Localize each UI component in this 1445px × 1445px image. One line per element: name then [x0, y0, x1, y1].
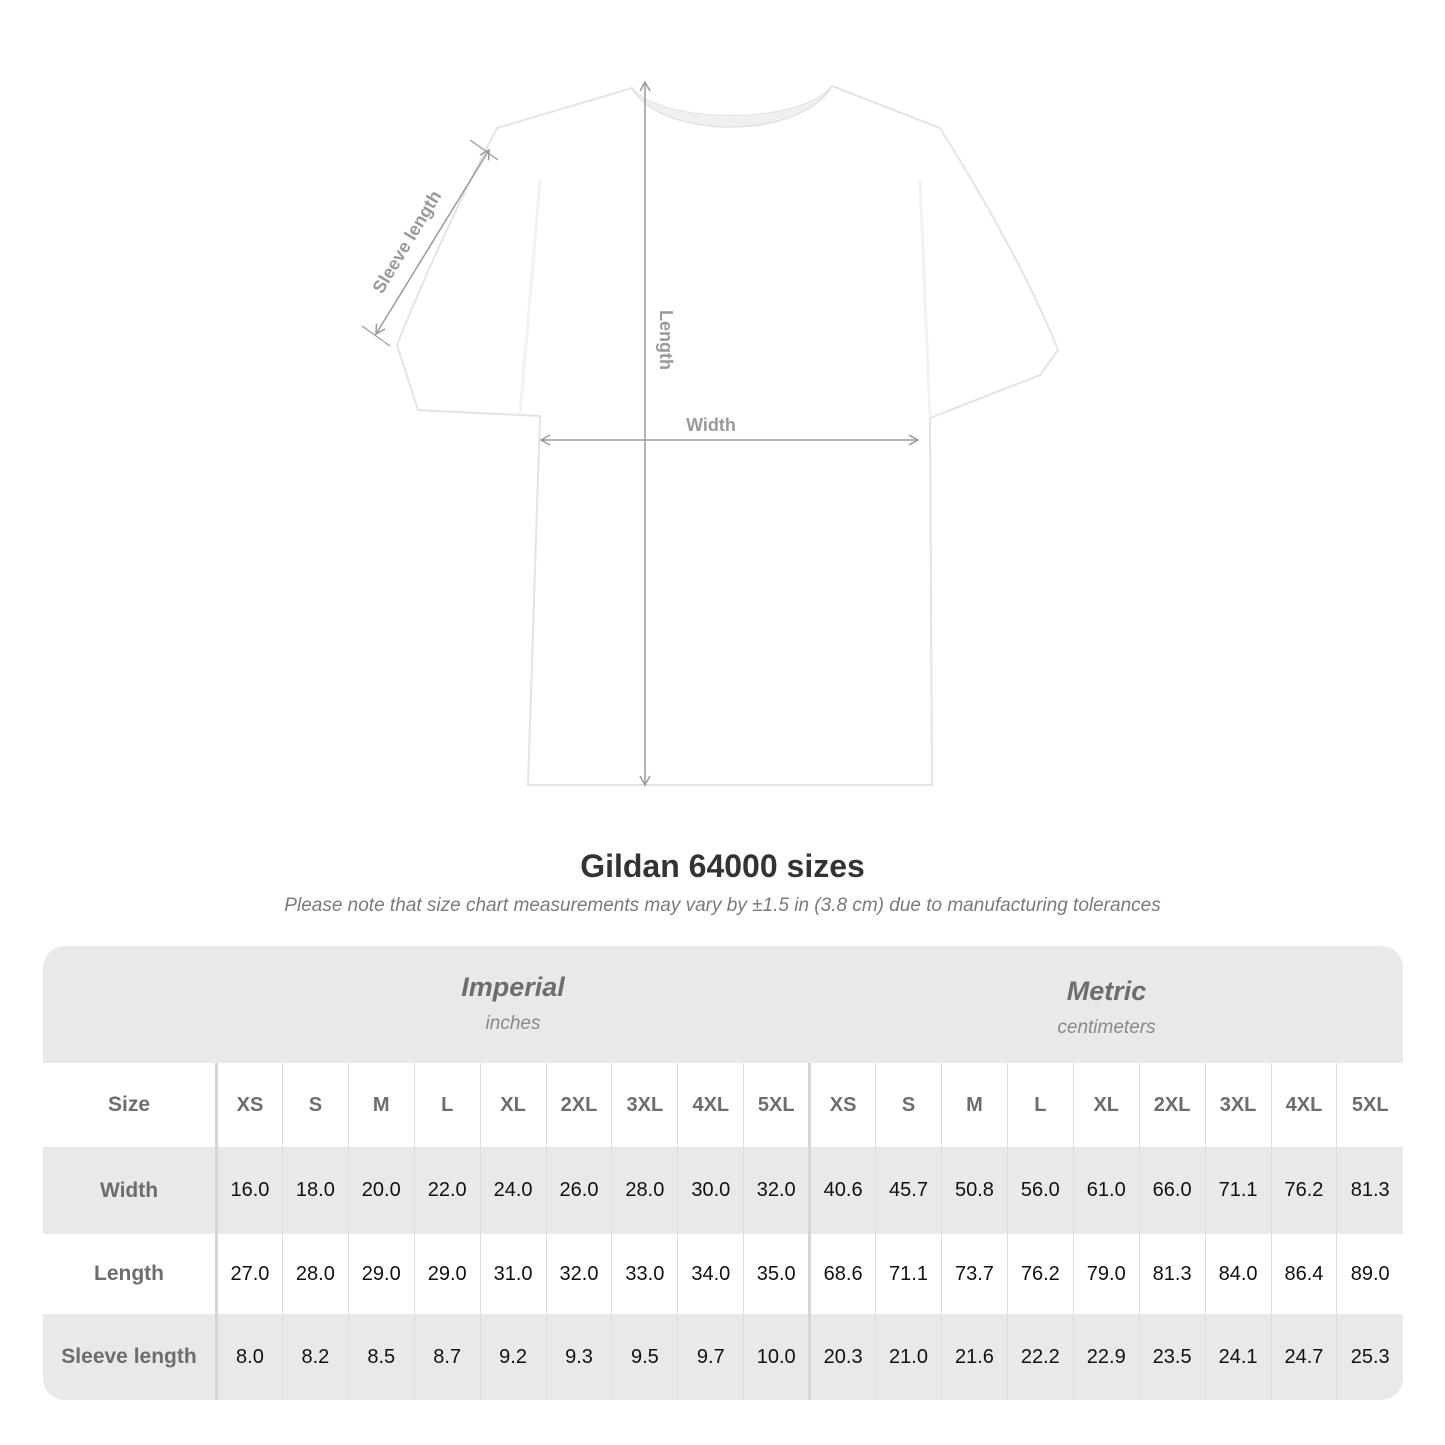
metric-value-cell: 76.2 [1006, 1234, 1074, 1314]
imperial-value-cell: 8.5 [347, 1314, 415, 1400]
metric-title: Metric [1066, 976, 1147, 1006]
imperial-value-cell: 35.0 [743, 1234, 810, 1314]
imperial-size-header: 4XL [677, 1063, 744, 1147]
imperial-value-cell: 29.0 [347, 1234, 415, 1314]
imperial-value-cell: 27.0 [216, 1234, 283, 1314]
sleeve-measure-line [375, 148, 490, 336]
imperial-value-cell: 30.0 [677, 1147, 744, 1234]
metric-value-cell: 71.1 [1204, 1147, 1271, 1234]
imperial-value-cell: 9.5 [611, 1314, 678, 1400]
imperial-value-cell: 32.0 [743, 1147, 810, 1234]
tshirt-shape [395, 84, 1060, 786]
imperial-value-cell: 8.0 [216, 1314, 283, 1400]
imperial-value-cell: 28.0 [281, 1234, 349, 1314]
table-row: Sleeve length 8.0 8.2 8.5 8.7 9.2 9.3 9.5 9.7 10.… [43, 1314, 1403, 1400]
metric-value-cell: 68.6 [808, 1234, 876, 1314]
imperial-value-cell: 18.0 [281, 1147, 349, 1234]
metric-value-cell: 23.5 [1138, 1314, 1206, 1400]
metric-value-cell: 79.0 [1072, 1234, 1140, 1314]
table-header-row: Size XS S M L XL 2XL 3XL 4XL 5XL XS S M L XL 2XL 3XL 4XL 5… [43, 1063, 1403, 1147]
imperial-value-cell: 22.0 [413, 1147, 481, 1234]
metric-value-cell: 71.1 [875, 1234, 942, 1314]
imperial-header: Imperial inches [216, 946, 810, 1063]
metric-value-cell: 56.0 [1006, 1147, 1074, 1234]
table-row: Width 16.0 18.0 20.0 22.0 24.0 26.0 28.0 30.0 32.… [43, 1147, 1403, 1234]
imperial-value-cell: 29.0 [413, 1234, 481, 1314]
size-table-panel: Imperial inches Metric centimeters Size X… [43, 946, 1403, 1400]
imperial-value-cell: 33.0 [611, 1234, 678, 1314]
metric-value-cell: 24.1 [1204, 1314, 1271, 1400]
metric-value-cell: 40.6 [808, 1147, 876, 1234]
metric-value-cell: 21.6 [940, 1314, 1008, 1400]
table-row: Length 27.0 28.0 29.0 29.0 31.0 32.0 33.0 34.0 35… [43, 1234, 1403, 1314]
metric-value-cell: 20.3 [808, 1314, 876, 1400]
row-label: Length [43, 1234, 218, 1314]
width-label: Width [686, 415, 736, 435]
imperial-size-header: M [347, 1063, 415, 1147]
imperial-value-cell: 26.0 [545, 1147, 612, 1234]
imperial-unit: inches [485, 1013, 541, 1034]
imperial-value-cell: 24.0 [479, 1147, 547, 1234]
imperial-value-cell: 20.0 [347, 1147, 415, 1234]
imperial-size-header: XS [216, 1063, 283, 1147]
length-label: Length [656, 310, 676, 370]
imperial-value-cell: 10.0 [743, 1314, 810, 1400]
page-title: Gildan 64000 sizes [580, 848, 865, 884]
metric-size-header: XS [808, 1063, 876, 1147]
metric-value-cell: 21.0 [875, 1314, 942, 1400]
imperial-value-cell: 9.7 [677, 1314, 744, 1400]
metric-value-cell: 89.0 [1336, 1234, 1403, 1314]
metric-value-cell: 25.3 [1336, 1314, 1403, 1400]
metric-unit: centimeters [1057, 1017, 1156, 1038]
metric-value-cell: 22.2 [1006, 1314, 1074, 1400]
imperial-size-header: XL [479, 1063, 547, 1147]
imperial-value-cell: 32.0 [545, 1234, 612, 1314]
row-label: Sleeve length [43, 1314, 218, 1400]
metric-header: Metric centimeters [810, 946, 1403, 1063]
tshirt-diagram: Sleeve length Length Width [361, 80, 1060, 787]
metric-value-cell: 50.8 [940, 1147, 1008, 1234]
metric-size-header: S [875, 1063, 942, 1147]
metric-size-header: M [940, 1063, 1008, 1147]
imperial-value-cell: 9.3 [545, 1314, 612, 1400]
imperial-value-cell: 8.7 [413, 1314, 481, 1400]
imperial-size-header: 3XL [611, 1063, 678, 1147]
metric-size-header: 2XL [1138, 1063, 1206, 1147]
metric-size-header: 5XL [1336, 1063, 1403, 1147]
imperial-value-cell: 8.2 [281, 1314, 349, 1400]
imperial-value-cell: 31.0 [479, 1234, 547, 1314]
metric-value-cell: 81.3 [1138, 1234, 1206, 1314]
metric-value-cell: 81.3 [1336, 1147, 1403, 1234]
metric-value-cell: 61.0 [1072, 1147, 1140, 1234]
imperial-value-cell: 34.0 [677, 1234, 744, 1314]
metric-value-cell: 76.2 [1270, 1147, 1337, 1234]
imperial-value-cell: 16.0 [216, 1147, 283, 1234]
metric-size-header: L [1006, 1063, 1074, 1147]
tolerance-note: Please note that size chart measurements… [284, 895, 1161, 916]
metric-size-header: 4XL [1270, 1063, 1337, 1147]
row-label: Width [43, 1147, 218, 1234]
metric-value-cell: 66.0 [1138, 1147, 1206, 1234]
metric-value-cell: 22.9 [1072, 1314, 1140, 1400]
imperial-size-header: L [413, 1063, 481, 1147]
metric-value-cell: 24.7 [1270, 1314, 1337, 1400]
metric-value-cell: 86.4 [1270, 1234, 1337, 1314]
imperial-value-cell: 28.0 [611, 1147, 678, 1234]
tshirt-collar [631, 85, 833, 128]
metric-size-header: 3XL [1204, 1063, 1271, 1147]
metric-value-cell: 84.0 [1204, 1234, 1271, 1314]
imperial-size-header: 2XL [545, 1063, 612, 1147]
imperial-title: Imperial [461, 972, 565, 1002]
metric-size-header: XL [1072, 1063, 1140, 1147]
imperial-size-header: S [281, 1063, 349, 1147]
imperial-size-header: 5XL [743, 1063, 810, 1147]
size-table: Size XS S M L XL 2XL 3XL 4XL 5XL XS S M L XL 2XL 3XL 4XL 5… [43, 1063, 1403, 1400]
imperial-value-cell: 9.2 [479, 1314, 547, 1400]
size-column-header: Size [43, 1063, 218, 1147]
metric-value-cell: 73.7 [940, 1234, 1008, 1314]
metric-value-cell: 45.7 [875, 1147, 942, 1234]
